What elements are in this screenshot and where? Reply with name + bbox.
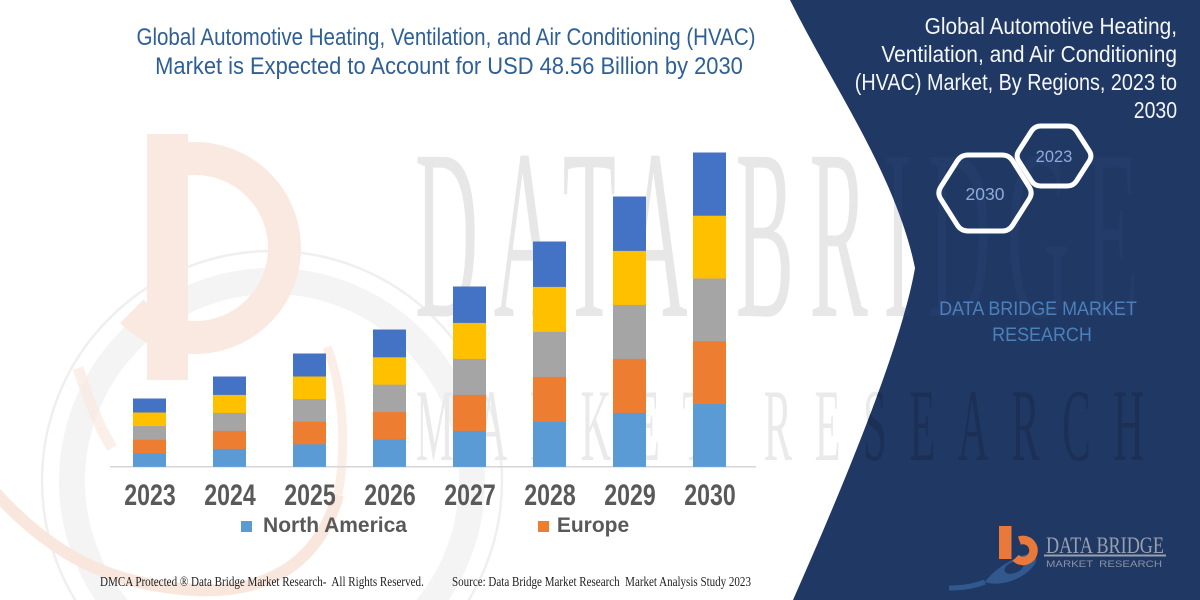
svg-text:2023: 2023: [1036, 148, 1073, 166]
svg-text:DATA BRIDGE: DATA BRIDGE: [1046, 533, 1164, 558]
svg-text:2030: 2030: [966, 184, 1005, 204]
svg-text:MARKET RESEARCH: MARKET RESEARCH: [1046, 559, 1162, 570]
svg-text:MARKET RESEARCH: MARKET RESEARCH: [416, 370, 1167, 484]
